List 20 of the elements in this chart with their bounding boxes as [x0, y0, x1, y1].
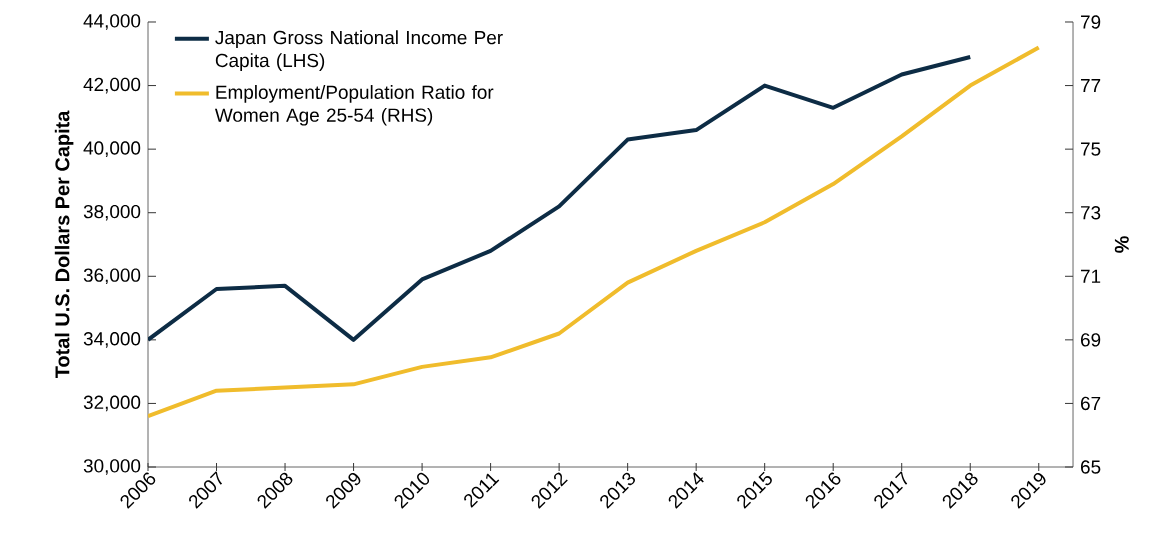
y2-tick-label: 77: [1081, 79, 1101, 93]
y2-tick-label: 79: [1081, 15, 1101, 29]
y-tick-label: 42,000: [83, 77, 141, 94]
y2-axis-title: %: [1114, 236, 1129, 253]
y-axis-title: Total U.S. Dollars Per Capita: [54, 110, 74, 379]
y2-tick-label: 67: [1081, 396, 1101, 411]
y-tick-label: 34,000: [83, 332, 141, 348]
y2-tick-label: 65: [1081, 460, 1101, 474]
y-tick-label: 38,000: [83, 204, 141, 221]
y-tick-label: 40,000: [83, 141, 141, 157]
y-tick-label: 32,000: [83, 395, 141, 412]
legend-label: Japan Gross National Income Per Capita (LHS): [215, 30, 503, 71]
y2-tick-label: 75: [1081, 142, 1101, 156]
y2-tick-label: 71: [1081, 269, 1101, 283]
y2-tick-label: 69: [1081, 333, 1101, 347]
y-tick-label: 44,000: [83, 14, 141, 30]
legend-label: Employment/Population Ratio for Women Age 25-54 (RHS): [214, 85, 494, 126]
line-series: [148, 54, 973, 342]
y2-tick-label: 73: [1081, 206, 1101, 220]
y-tick-label: 36,000: [83, 268, 141, 285]
